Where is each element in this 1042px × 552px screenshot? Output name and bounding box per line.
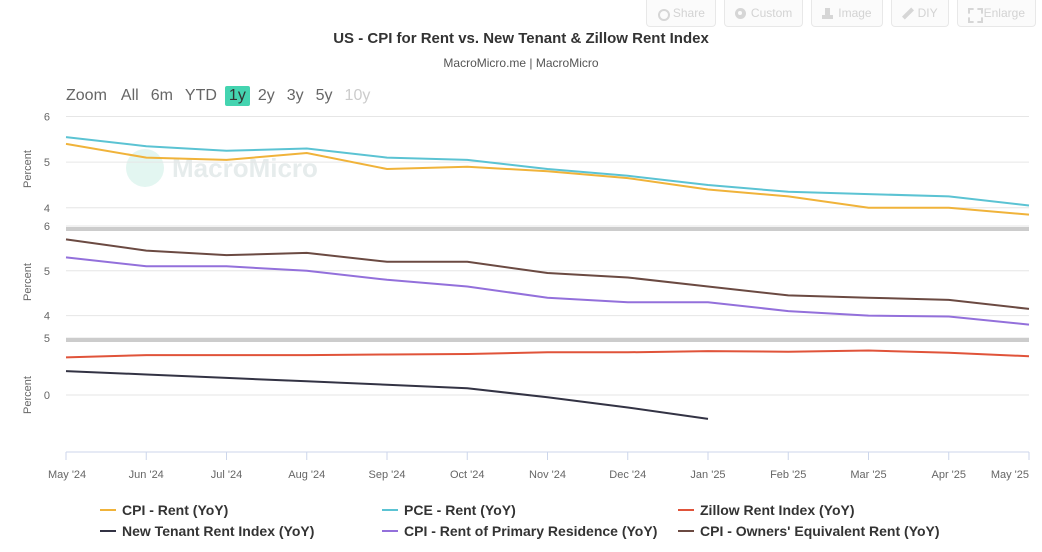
legend-item-primary-residence[interactable]: CPI - Rent of Primary Residence (YoY) [382,523,657,539]
image-label: Image [838,6,872,20]
zoom-option-ytd[interactable]: YTD [184,87,217,104]
download-icon [822,7,834,19]
y-tick-label: 6 [44,221,50,233]
legend-item-pce-rent[interactable]: PCE - Rent (YoY) [382,502,516,518]
zoom-option-1y[interactable]: 1y [224,86,250,106]
image-button[interactable]: Image [811,0,883,27]
x-tick-label: Jul '24 [211,469,242,481]
x-tick-label: Apr '25 [931,469,966,481]
x-tick-label: Oct '24 [450,469,485,481]
zoom-option-6m[interactable]: 6m [150,87,173,104]
zoom-label: Zoom [66,87,107,104]
legend-label: CPI - Rent of Primary Residence (YoY) [404,523,658,539]
series-line-pce-rent [65,136,1030,207]
zoom-option-5y[interactable]: 5y [315,87,333,104]
y-tick-label: 0 [44,390,50,402]
legend-swatch [678,509,694,511]
share-button[interactable]: Share [645,0,716,27]
y-axis-label: Percent [22,376,34,414]
x-tick-label: Feb '25 [770,469,806,481]
legend-item-zillow[interactable]: Zillow Rent Index (YoY) [678,502,855,518]
toolbar: Share Custom Image DIY Enlarge [645,0,1036,28]
panel-separator [66,338,1029,342]
y-tick-label: 4 [44,203,50,215]
y-tick-label: 5 [44,266,50,278]
legend-label: CPI - Rent (YoY) [122,502,229,518]
legend-label: Zillow Rent Index (YoY) [700,502,855,518]
series-line-new-tenant [65,370,709,420]
diy-label: DIY [917,6,938,20]
legend-label: CPI - Owners' Equivalent Rent (YoY) [700,523,940,539]
chart-title: US - CPI for Rent vs. New Tenant & Zillo… [333,30,709,47]
x-tick-label: Aug '24 [288,469,325,481]
y-axis-label: Percent [22,263,34,301]
zoom-option-2y[interactable]: 2y [257,87,275,104]
legend-swatch [382,530,398,532]
zoom-option-all[interactable]: All [120,87,139,104]
series-line-cpi-rent [65,142,1030,216]
legend-label: PCE - Rent (YoY) [404,502,516,518]
series-line-zillow [65,349,1030,359]
custom-button[interactable]: Custom [723,0,804,27]
gear-icon [734,7,746,19]
legend-item-oer[interactable]: CPI - Owners' Equivalent Rent (YoY) [678,523,940,539]
legend-item-new-tenant[interactable]: New Tenant Rent Index (YoY) [100,523,314,539]
expand-icon [967,7,983,23]
x-tick-label: Dec '24 [609,469,646,481]
share-icon [657,8,670,21]
x-tick-label: Mar '25 [850,469,886,481]
custom-label: Custom [750,6,793,20]
zoom-selector: Zoom All 6m YTD 1y 2y 3y 5y 10y [66,86,378,106]
enlarge-button[interactable]: Enlarge [956,0,1036,27]
enlarge-label: Enlarge [983,6,1025,20]
x-tick-label: Jun '24 [129,469,164,481]
chart-subtitle: MacroMicro.me | MacroMicro [443,56,599,70]
watermark: MacroMicro [126,149,318,187]
zoom-option-3y[interactable]: 3y [286,87,304,104]
x-tick-label: Jan '25 [690,469,725,481]
zoom-option-10y: 10y [344,87,371,104]
legend-swatch [382,509,398,511]
panel-separator [66,227,1029,231]
y-tick-label: 5 [44,157,50,169]
legend-swatch [100,530,116,532]
chart-canvas: MacroMicro 4 5 6 Percent 4 5 6 Percent 0 5 Percent M… [22,112,1030,481]
share-label: Share [672,6,705,20]
x-tick-label: May '24 [48,469,86,481]
x-tick-label: May '25 [991,469,1029,481]
y-axis-label: Percent [22,150,34,188]
y-tick-label: 6 [44,112,50,124]
legend-label: New Tenant Rent Index (YoY) [122,523,315,539]
diy-button[interactable]: DIY [890,0,949,27]
series-line-oer [65,238,1030,310]
zoom-buttons: All 6m YTD 1y 2y 3y 5y 10y [117,86,378,106]
y-tick-label: 5 [44,333,50,345]
x-tick-label: Sep '24 [369,469,406,481]
legend-swatch [100,509,116,511]
y-tick-label: 4 [44,311,50,323]
legend-item-cpi-rent[interactable]: CPI - Rent (YoY) [100,502,228,518]
x-tick-label: Nov '24 [529,469,566,481]
series-line-primary-residence [65,256,1030,326]
legend-swatch [678,530,694,532]
